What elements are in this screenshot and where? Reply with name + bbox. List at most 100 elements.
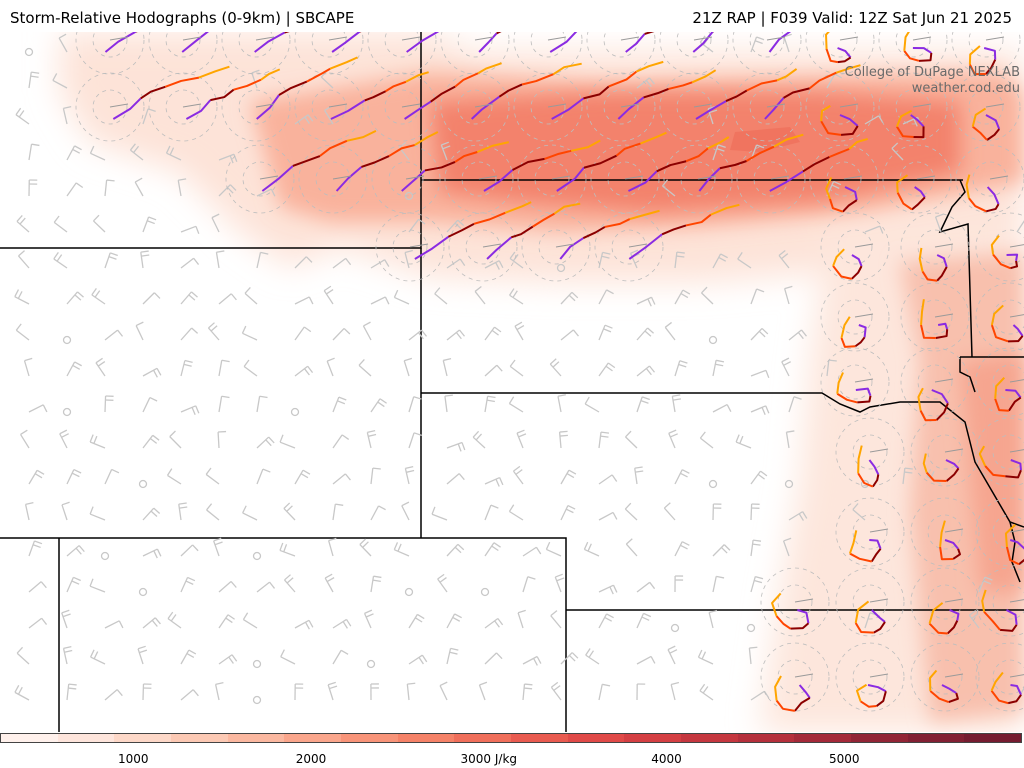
hodograph-segment: [707, 136, 730, 150]
colorbar-tick-label: 2000: [295, 752, 327, 766]
wind-barb-icon: [180, 689, 199, 701]
wind-barb-icon: [28, 581, 47, 593]
hodograph-ring: [440, 32, 510, 75]
hodograph-segment: [656, 160, 687, 173]
wind-barb-icon: [697, 649, 714, 665]
wind-barb-icon: [140, 250, 150, 269]
wind-barb-icon: [784, 285, 793, 305]
hodograph-segment: [928, 602, 944, 624]
hodograph-segment: [335, 166, 363, 192]
wind-barb-icon: [554, 573, 565, 593]
hodograph-ring: [852, 584, 888, 620]
hodograph-segment: [829, 198, 844, 213]
hodograph-ring: [388, 161, 424, 197]
hodograph: [478, 139, 601, 192]
wind-barb-icon: [61, 609, 71, 629]
wind-barb-icon: [279, 434, 296, 449]
hodograph-segment: [544, 149, 572, 160]
hodograph-segment: [836, 392, 858, 404]
calm-wind-circle-icon: [252, 551, 262, 561]
wind-barb-icon: [218, 359, 230, 377]
wind-barb-icon: [180, 327, 199, 341]
colorbar-segment: [284, 734, 342, 742]
wind-barb-icon: [15, 323, 30, 341]
hodograph-segment: [473, 211, 506, 225]
hodograph-segment: [685, 147, 709, 163]
wind-barb-icon: [279, 542, 296, 557]
wind-barb-icon: [218, 184, 237, 197]
hodograph-ring: [992, 299, 1024, 335]
hodograph-ring: [899, 161, 935, 197]
hodograph-ring: [992, 229, 1024, 265]
wind-barb-icon: [14, 289, 30, 305]
hodograph-ring: [384, 89, 420, 125]
hodograph-ring: [777, 584, 813, 620]
hodograph-ring: [837, 299, 873, 335]
wind-barb-icon: [62, 646, 73, 665]
wind-barb-icon: [674, 575, 684, 593]
wind-barb-icon: [169, 430, 182, 449]
border-mo-notch: [959, 357, 976, 393]
wind-barb-icon: [446, 473, 465, 485]
wind-barb-icon: [215, 250, 225, 269]
wind-barb-icon: [431, 506, 448, 521]
colorbar-segment: [907, 734, 965, 742]
wind-barb-icon: [585, 648, 600, 665]
wind-barb-icon: [408, 613, 425, 629]
storm-motion-arrow: [620, 103, 640, 108]
wind-barb-icon: [671, 394, 682, 413]
wind-barb-icon: [218, 293, 237, 305]
hodograph-segment: [844, 186, 858, 201]
hodograph-ring: [992, 434, 1024, 470]
hodograph-segment: [254, 32, 286, 53]
wind-barb-icon: [366, 429, 377, 449]
hodograph-segment: [552, 62, 582, 76]
calm-wind-circle-icon: [556, 263, 566, 273]
hodograph-ring: [148, 72, 218, 142]
wind-barb-icon: [446, 329, 465, 341]
hodograph-segment: [746, 79, 778, 92]
wind-barb-icon: [902, 467, 913, 485]
hodograph-ring: [603, 32, 639, 58]
hodograph-segment: [868, 459, 880, 475]
hodograph-ring: [822, 32, 858, 58]
wind-barb-icon: [52, 73, 68, 89]
wind-barb-icon: [370, 505, 386, 521]
hodograph-segment: [983, 611, 1001, 631]
wind-barb-icon: [256, 395, 268, 413]
hodograph: [771, 592, 814, 630]
hodograph-segment: [512, 157, 545, 171]
hodograph-ring: [895, 89, 931, 125]
map-panel[interactable]: College of DuPage NEXLAB weather.cod.edu: [0, 32, 1024, 732]
hodograph-segment: [643, 87, 669, 99]
hodograph-segment: [911, 196, 926, 211]
wind-barb-icon: [104, 395, 114, 413]
hodograph-segment: [920, 324, 936, 340]
storm-motion-arrow: [1009, 314, 1024, 318]
hodograph-segment: [640, 131, 667, 145]
wind-barb-icon: [852, 503, 866, 521]
hodograph-segment: [981, 589, 987, 612]
storm-motion-arrow: [409, 243, 429, 248]
hodograph-segment: [936, 266, 948, 282]
hodograph-segment: [414, 235, 449, 260]
wind-barb-icon: [142, 548, 162, 559]
map-canvas[interactable]: [0, 32, 1024, 732]
colorbar-segment: [114, 734, 172, 742]
hodograph-segment: [498, 83, 523, 98]
calm-wind-circle-icon: [784, 479, 794, 489]
hodograph: [332, 131, 439, 192]
calm-wind-circle-icon: [138, 479, 148, 489]
hodograph-segment: [746, 145, 775, 162]
wind-barb-icon: [583, 541, 600, 557]
colorbar-segment: [341, 734, 398, 742]
hodograph-segment: [725, 89, 748, 102]
wind-barb-icon: [636, 612, 652, 629]
wind-barb-icon: [788, 511, 808, 521]
hodograph: [848, 528, 889, 563]
hodograph-segment: [842, 199, 858, 213]
hodograph-ring: [440, 72, 510, 142]
hodograph-segment: [925, 471, 947, 482]
wind-barb-icon: [484, 364, 503, 377]
wind-barb-icon: [446, 613, 462, 629]
